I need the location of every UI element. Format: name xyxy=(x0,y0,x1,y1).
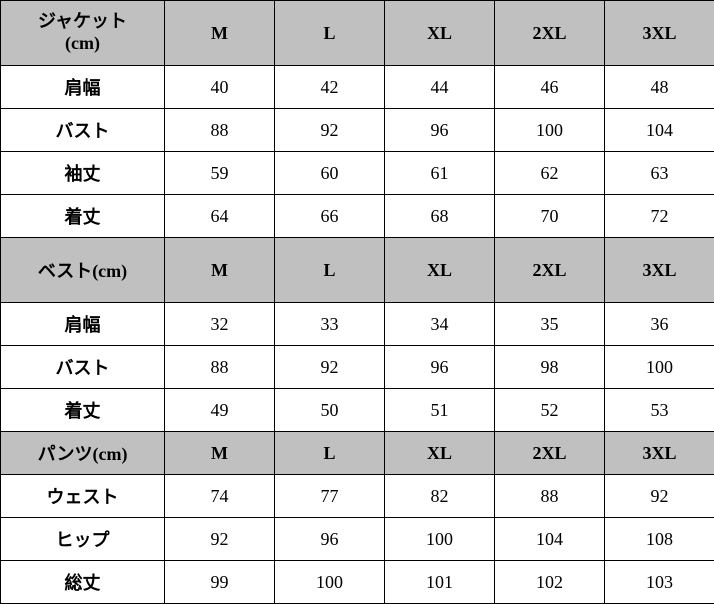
measurement-value: 48 xyxy=(605,66,714,109)
measurement-value: 100 xyxy=(385,518,495,561)
size-header-cell: L xyxy=(275,1,385,66)
size-table: ジャケット(cm)MLXL2XL3XL肩幅4042444648バスト889296… xyxy=(0,0,714,604)
measurement-value: 59 xyxy=(165,152,275,195)
measurement-label: 肩幅 xyxy=(1,66,165,109)
measurement-value: 92 xyxy=(605,475,714,518)
size-header-cell: M xyxy=(165,432,275,475)
measurement-value: 102 xyxy=(495,561,605,604)
size-header-cell: 2XL xyxy=(495,432,605,475)
measurement-value: 42 xyxy=(275,66,385,109)
section-header-label-line: ジャケット xyxy=(38,11,127,31)
measurement-value: 96 xyxy=(385,346,495,389)
section-header-label: ベスト(cm) xyxy=(1,238,165,303)
measurement-value: 46 xyxy=(495,66,605,109)
section-header-label-line: (cm) xyxy=(65,33,100,53)
measurement-value: 64 xyxy=(165,195,275,238)
size-header-cell: L xyxy=(275,432,385,475)
measurement-value: 51 xyxy=(385,389,495,432)
measurement-value: 88 xyxy=(165,109,275,152)
measurement-value: 101 xyxy=(385,561,495,604)
measurement-label: 袖丈 xyxy=(1,152,165,195)
measurement-value: 36 xyxy=(605,303,714,346)
measurement-label: 総丈 xyxy=(1,561,165,604)
measurement-value: 100 xyxy=(275,561,385,604)
measurement-value: 74 xyxy=(165,475,275,518)
measurement-value: 88 xyxy=(495,475,605,518)
measurement-value: 53 xyxy=(605,389,714,432)
measurement-value: 35 xyxy=(495,303,605,346)
measurement-label: ヒップ xyxy=(1,518,165,561)
measurement-value: 100 xyxy=(605,346,714,389)
measurement-value: 50 xyxy=(275,389,385,432)
measurement-value: 104 xyxy=(495,518,605,561)
measurement-value: 96 xyxy=(385,109,495,152)
size-header-cell: 3XL xyxy=(605,238,714,303)
size-header-cell: M xyxy=(165,1,275,66)
measurement-value: 104 xyxy=(605,109,714,152)
size-header-cell: L xyxy=(275,238,385,303)
size-header-cell: M xyxy=(165,238,275,303)
size-header-cell: 3XL xyxy=(605,1,714,66)
measurement-value: 68 xyxy=(385,195,495,238)
measurement-value: 62 xyxy=(495,152,605,195)
measurement-value: 98 xyxy=(495,346,605,389)
measurement-value: 33 xyxy=(275,303,385,346)
measurement-label: 肩幅 xyxy=(1,303,165,346)
measurement-value: 66 xyxy=(275,195,385,238)
measurement-label: バスト xyxy=(1,109,165,152)
measurement-value: 32 xyxy=(165,303,275,346)
section-header-label: パンツ(cm) xyxy=(1,432,165,475)
measurement-value: 100 xyxy=(495,109,605,152)
measurement-value: 72 xyxy=(605,195,714,238)
measurement-value: 92 xyxy=(165,518,275,561)
measurement-value: 40 xyxy=(165,66,275,109)
measurement-label: バスト xyxy=(1,346,165,389)
measurement-value: 108 xyxy=(605,518,714,561)
measurement-value: 34 xyxy=(385,303,495,346)
size-chart: ジャケット(cm)MLXL2XL3XL肩幅4042444648バスト889296… xyxy=(0,0,714,604)
measurement-value: 70 xyxy=(495,195,605,238)
size-header-cell: XL xyxy=(385,1,495,66)
size-header-cell: XL xyxy=(385,238,495,303)
size-header-cell: XL xyxy=(385,432,495,475)
measurement-value: 49 xyxy=(165,389,275,432)
size-header-cell: 2XL xyxy=(495,238,605,303)
measurement-value: 103 xyxy=(605,561,714,604)
measurement-label: 着丈 xyxy=(1,389,165,432)
measurement-value: 82 xyxy=(385,475,495,518)
measurement-value: 99 xyxy=(165,561,275,604)
size-header-cell: 2XL xyxy=(495,1,605,66)
measurement-value: 63 xyxy=(605,152,714,195)
measurement-label: 着丈 xyxy=(1,195,165,238)
measurement-value: 77 xyxy=(275,475,385,518)
measurement-value: 92 xyxy=(275,109,385,152)
measurement-value: 92 xyxy=(275,346,385,389)
measurement-value: 60 xyxy=(275,152,385,195)
size-header-cell: 3XL xyxy=(605,432,714,475)
measurement-value: 88 xyxy=(165,346,275,389)
measurement-value: 44 xyxy=(385,66,495,109)
measurement-value: 52 xyxy=(495,389,605,432)
section-header-label: ジャケット(cm) xyxy=(1,1,165,66)
measurement-label: ウェスト xyxy=(1,475,165,518)
measurement-value: 96 xyxy=(275,518,385,561)
measurement-value: 61 xyxy=(385,152,495,195)
